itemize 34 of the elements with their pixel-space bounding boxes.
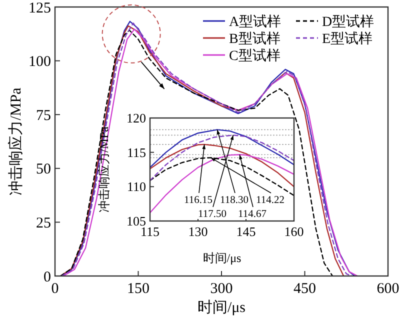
x-axis-title: 时间/μs: [202, 251, 242, 265]
annotation: 118.30: [220, 195, 248, 206]
y-tick-label: 25: [36, 215, 51, 232]
x-axis-title: 时间/μs: [197, 299, 246, 316]
legend-label: A型试样: [229, 14, 282, 30]
line-series: [150, 134, 294, 182]
annotation: 114.67: [238, 209, 266, 220]
legend-label: C型试样: [229, 48, 280, 64]
y-tick-label: 0: [44, 269, 51, 286]
x-tick-label: 145: [236, 224, 256, 239]
legend-label: E型试样: [322, 31, 373, 47]
legend-label: B型试样: [229, 31, 280, 47]
legend-label: D型试样: [322, 14, 374, 30]
x-tick-label: 130: [188, 224, 208, 239]
y-axis-title: 冲击响应力/MPa: [96, 126, 111, 213]
y-tick-label: 100: [28, 54, 51, 70]
y-axis-title: 冲击响应力/MPa: [7, 87, 24, 196]
line-series: [150, 157, 294, 196]
annotation: 116.15: [184, 195, 212, 206]
annotation: 117.50: [198, 209, 226, 220]
y-tick-label: 125: [28, 0, 51, 16]
x-tick-label: 160: [284, 224, 304, 239]
x-tick-label: 600: [376, 281, 400, 297]
y-tick-label: 50: [36, 162, 51, 178]
x-tick-label: 450: [294, 281, 316, 297]
y-tick-label: 75: [36, 108, 51, 124]
y-tick-label: 120: [126, 110, 146, 126]
y-tick-label: 115: [126, 144, 146, 160]
annotation: 114.22: [256, 195, 284, 206]
x-tick-label: 150: [127, 281, 150, 297]
line-series: [150, 144, 294, 188]
x-tick-label: 300: [210, 281, 233, 297]
y-tick-label: 110: [126, 179, 146, 194]
line-series: [150, 129, 294, 168]
